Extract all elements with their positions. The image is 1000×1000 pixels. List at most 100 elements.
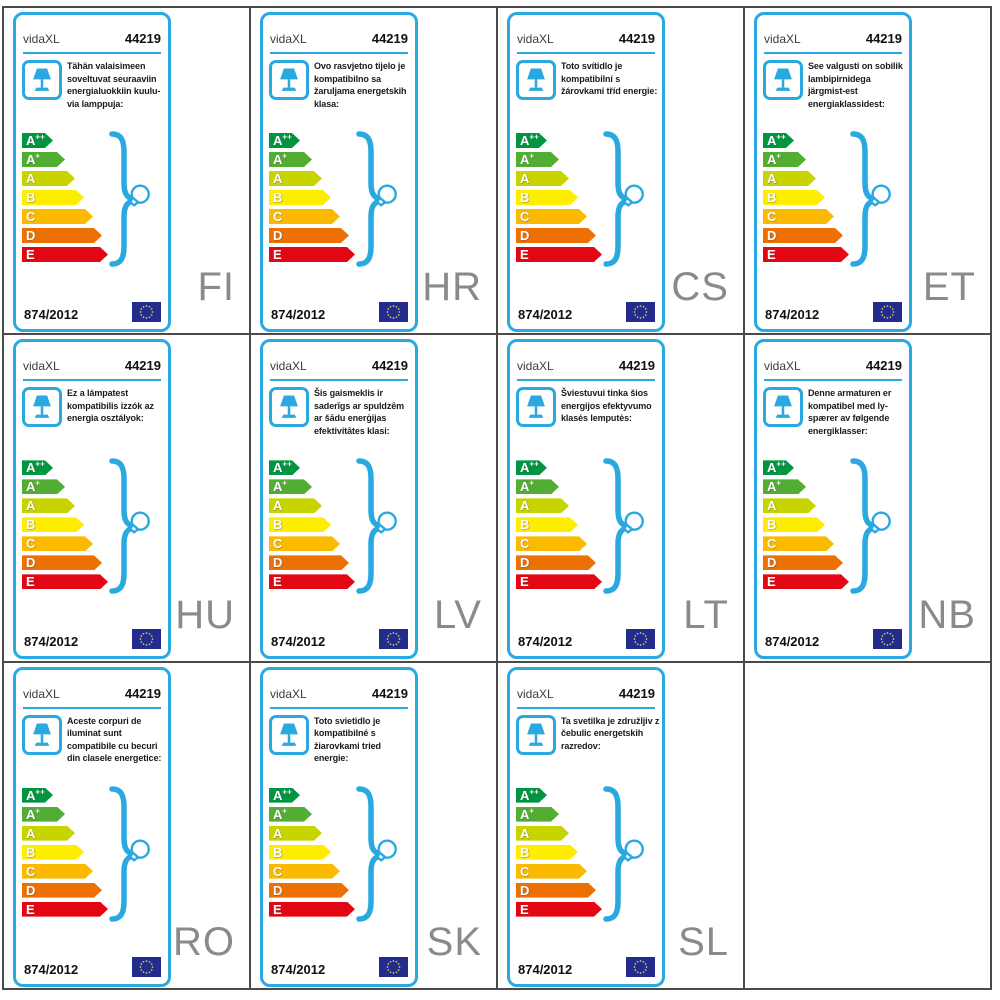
energy-class-arrow: A++ (22, 133, 53, 148)
header-divider (517, 379, 655, 382)
info-row: Šviestuvui tinka šios energijos efektyvu… (516, 387, 660, 428)
energy-class-letter: E (767, 247, 776, 262)
language-code: LT (683, 592, 729, 637)
energy-class-arrows: A++ A+ A B C D E (763, 460, 849, 593)
energy-label: vidaXL 44219 Šis gaismeklis ir saderīgs … (260, 339, 418, 660)
compatibility-text: Ez a lámpatest kompatibilis izzók az ene… (67, 388, 154, 424)
brand-text: vidaXL (517, 359, 554, 374)
lamp-icon (516, 387, 556, 428)
energy-class-arrow: B (269, 190, 331, 205)
lamp-icon (516, 714, 556, 755)
energy-class-arrow: C (22, 536, 93, 551)
brand-text: vidaXL (764, 359, 801, 374)
label-header: vidaXL 44219 (517, 358, 655, 373)
eu-flag-icon (626, 302, 655, 322)
energy-class-sup: + (282, 479, 288, 488)
header-divider (764, 52, 902, 54)
brand-text: vidaXL (517, 686, 554, 701)
energy-class-arrow: E (269, 574, 355, 589)
eu-flag-icon (379, 956, 408, 977)
energy-class-letter: B (273, 190, 283, 205)
model-number: 44219 (124, 685, 161, 701)
label-header: vidaXL 44219 (23, 686, 161, 701)
energy-class-arrow: D (763, 555, 843, 570)
energy-class-letter: B (520, 517, 530, 533)
energy-class-arrow: B (22, 517, 84, 532)
label-grid: vidaXL 44219 Tähän valaisimeen soveltuva… (2, 6, 992, 990)
energy-class-arrow: D (269, 883, 349, 898)
energy-class-arrow: E (763, 574, 849, 589)
regulation-number: 874/2012 (24, 634, 79, 650)
energy-class-arrow: A (22, 826, 75, 841)
energy-class-arrow: A+ (269, 807, 312, 822)
language-code: FI (197, 265, 235, 310)
energy-class-letter: A (26, 479, 36, 495)
bulb-icon (129, 511, 150, 534)
energy-class-letter: D (273, 882, 283, 898)
energy-class-arrow: A (22, 498, 75, 513)
label-header: vidaXL 44219 (270, 686, 408, 701)
lamp-icon (269, 387, 309, 428)
energy-class-sup: + (529, 151, 535, 161)
bulb-icon (623, 839, 644, 862)
compatibility-text: Ta svetilka je združljiv z čebulic energ… (561, 715, 660, 751)
energy-class-sup: + (35, 806, 41, 816)
empty-cell (745, 662, 990, 988)
header-divider (23, 379, 161, 382)
language-code: RO (173, 920, 235, 964)
energy-label: vidaXL 44219 Tähän valaisimeen soveltuva… (13, 12, 171, 332)
energy-class-arrow: E (516, 247, 602, 262)
lamp-icon (516, 60, 556, 100)
energy-label-cell: vidaXL 44219 Ez a lámpatest kompatibilis… (4, 335, 249, 661)
energy-class-arrow: B (516, 845, 578, 860)
energy-class-letter: A (767, 133, 777, 148)
energy-class-letter: A (520, 806, 530, 822)
energy-class-letter: A (273, 806, 283, 822)
label-header: vidaXL 44219 (517, 686, 655, 701)
regulation-number: 874/2012 (271, 634, 326, 650)
energy-label: vidaXL 44219 See valgusti on sobilik lam… (754, 12, 912, 332)
energy-class-arrow: A (763, 171, 816, 186)
energy-class-letter: E (273, 247, 282, 262)
energy-class-letter: D (520, 882, 530, 898)
energy-class-letter: C (273, 863, 283, 879)
energy-class-arrow: D (763, 228, 843, 243)
energy-class-letter: A (273, 171, 283, 186)
energy-class-sup: ++ (282, 787, 292, 797)
info-row: See valgusti on sobilik lambipirnidega j… (763, 60, 907, 110)
energy-class-sup: + (282, 151, 288, 161)
compatibility-text: Aceste corpuri de iluminat sunt compatib… (67, 715, 162, 764)
energy-class-sup: ++ (776, 460, 786, 469)
energy-class-arrows: A++ A+ A B C D E (269, 460, 355, 593)
regulation-number: 874/2012 (271, 961, 326, 977)
bulb-icon (623, 184, 644, 207)
energy-class-arrow: A+ (269, 479, 312, 494)
energy-class-sup: + (282, 806, 288, 816)
energy-class-arrow: C (22, 864, 93, 879)
energy-class-arrow: D (22, 228, 102, 243)
energy-class-arrows: A++ A+ A B C D E (763, 133, 849, 266)
energy-class-letter: E (26, 247, 35, 262)
energy-class-letter: A (767, 460, 777, 476)
energy-class-arrow: E (269, 247, 355, 262)
energy-class-arrow: E (22, 574, 108, 589)
info-row: Ta svetilka je združljiv z čebulic energ… (516, 714, 660, 755)
energy-class-arrow: B (269, 845, 331, 860)
energy-class-arrow: A+ (516, 152, 559, 167)
energy-class-sup: + (529, 806, 535, 816)
energy-class-letter: A (767, 152, 777, 167)
energy-class-letter: C (273, 536, 283, 552)
energy-class-arrows: A++ A+ A B C D E (22, 133, 108, 266)
energy-class-letter: C (520, 209, 530, 224)
energy-class-letter: E (26, 901, 35, 917)
header-divider (270, 379, 408, 382)
label-header: vidaXL 44219 (23, 31, 161, 46)
energy-class-sup: + (529, 479, 535, 488)
energy-class-arrow: B (22, 190, 84, 205)
language-code: SL (678, 920, 729, 964)
header-divider (23, 52, 161, 54)
energy-class-letter: B (26, 190, 36, 205)
energy-class-letter: E (520, 574, 529, 590)
regulation-number: 874/2012 (765, 634, 820, 650)
regulation-number: 874/2012 (271, 307, 326, 322)
